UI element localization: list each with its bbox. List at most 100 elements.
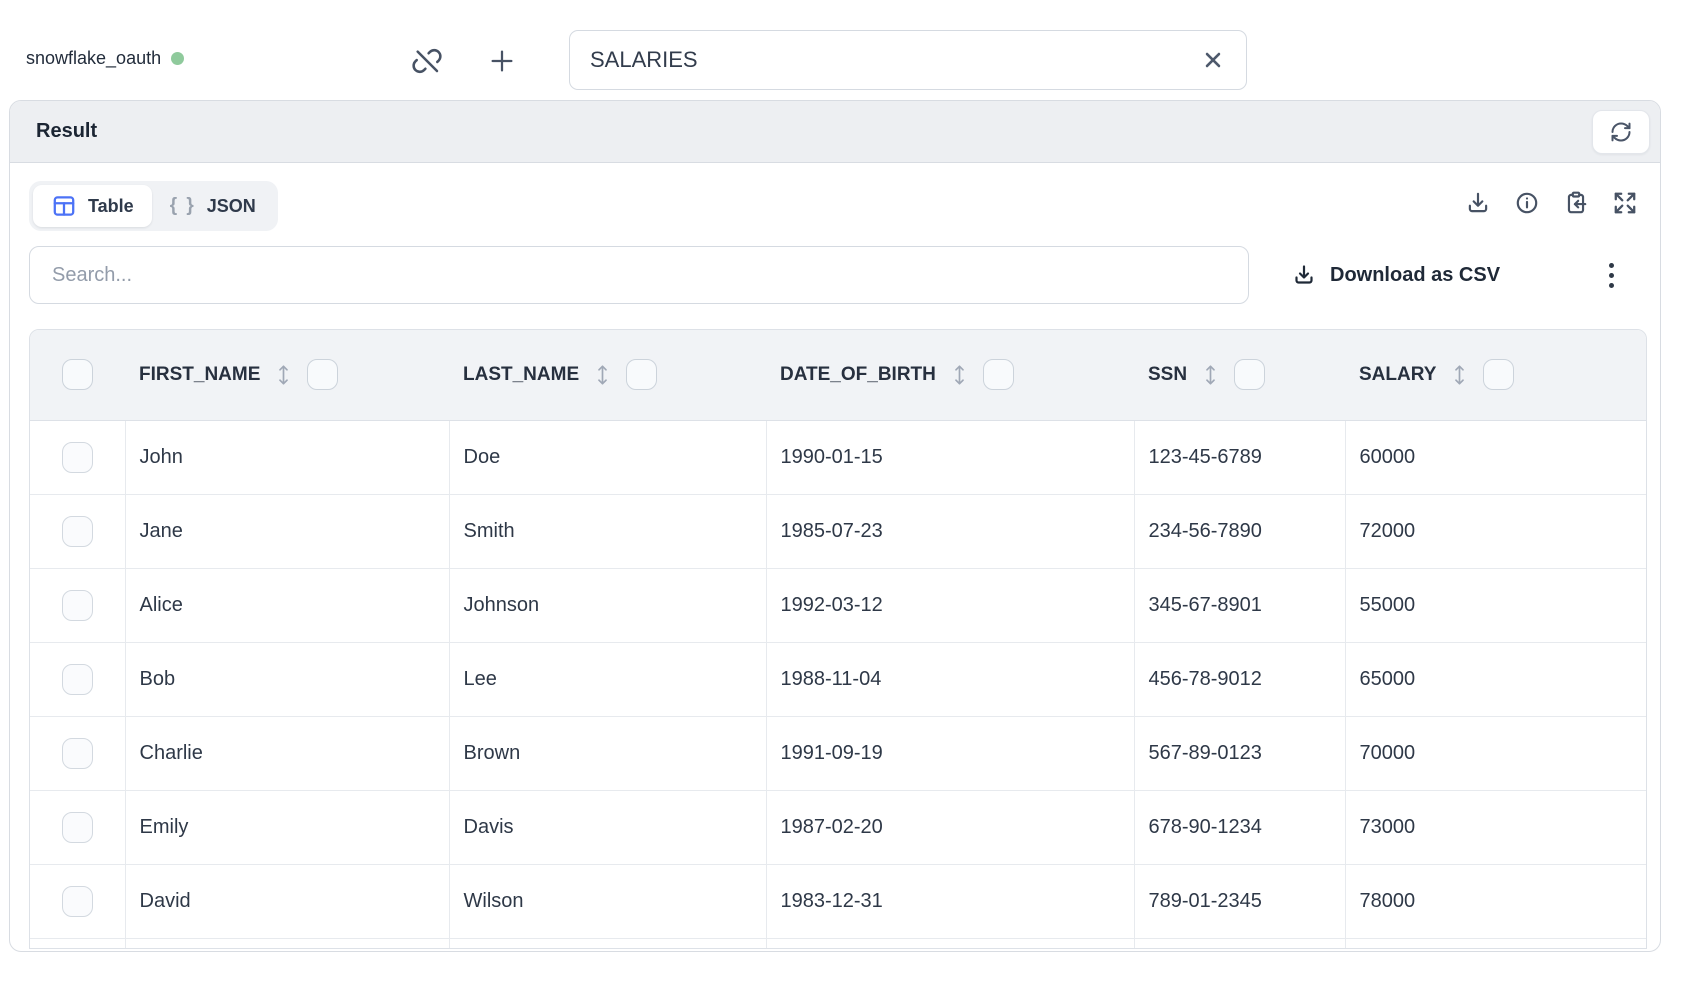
table-cell: 567-89-0123 xyxy=(1133,715,1345,790)
kebab-menu-icon xyxy=(1608,262,1614,288)
result-table-wrap: FIRST_NAME LAST_NAME DATE_OF_BIRTH xyxy=(29,329,1647,949)
table-cell: Bob xyxy=(124,641,449,716)
table-cell: 70000 xyxy=(1344,715,1646,790)
table-row: Charlie Brown 1991-09-19 567-89-0123 70000 xyxy=(30,715,1646,790)
tab-table[interactable]: Table xyxy=(33,185,152,227)
table-cell: Wilson xyxy=(448,863,766,938)
table-row: Jane Smith 1985-07-23 234-56-7890 72000 xyxy=(30,493,1646,568)
sort-icon[interactable] xyxy=(595,363,610,387)
column-checkbox[interactable] xyxy=(307,359,339,391)
unlink-icon xyxy=(412,48,442,74)
sort-icon[interactable] xyxy=(1452,363,1467,387)
download-icon xyxy=(1468,192,1488,213)
download-result-button[interactable] xyxy=(1465,190,1491,216)
unlink-button[interactable] xyxy=(407,41,447,81)
table-cell xyxy=(448,937,766,948)
row-checkbox[interactable] xyxy=(61,885,93,917)
row-checkbox[interactable] xyxy=(61,811,93,843)
row-select-cell xyxy=(30,789,125,864)
table-cell: Brown xyxy=(448,715,766,790)
table-cell: Jane xyxy=(124,493,449,568)
table-header-row: FIRST_NAME LAST_NAME DATE_OF_BIRTH xyxy=(30,330,1646,421)
row-select-cell xyxy=(30,567,125,642)
table-row: Emily Davis 1987-02-20 678-90-1234 73000 xyxy=(30,789,1646,864)
table-cell: 345-67-8901 xyxy=(1133,567,1345,642)
row-select-cell xyxy=(30,641,125,716)
connection-name: snowflake_oauth xyxy=(26,48,162,68)
table-name-field-wrap xyxy=(569,30,1247,90)
connection-label[interactable]: snowflake_oauth xyxy=(26,48,185,69)
sort-icon[interactable] xyxy=(952,363,967,387)
info-button[interactable] xyxy=(1514,190,1540,216)
info-icon xyxy=(1516,192,1538,214)
table-cell: 1985-07-23 xyxy=(765,493,1134,568)
sort-icon[interactable] xyxy=(1203,363,1218,387)
table-cell: Lee xyxy=(448,641,766,716)
expand-icon xyxy=(1614,192,1636,214)
table-row: David Wilson 1983-12-31 789-01-2345 78000 xyxy=(30,863,1646,938)
row-checkbox[interactable] xyxy=(61,663,93,695)
column-checkbox[interactable] xyxy=(982,359,1014,391)
column-header-cell: SALARY xyxy=(1345,330,1646,421)
table-cell: 78000 xyxy=(1344,863,1646,938)
download-icon xyxy=(1295,265,1313,284)
search-input[interactable] xyxy=(29,246,1249,304)
table-cell: 1992-03-12 xyxy=(765,567,1134,642)
table-cell: 73000 xyxy=(1344,789,1646,864)
column-header-cell: SSN xyxy=(1134,330,1345,421)
copy-to-clipboard-button[interactable] xyxy=(1563,190,1589,216)
table-cell: 60000 xyxy=(1344,420,1646,494)
table-grid-icon xyxy=(53,196,75,216)
table-row-partial xyxy=(30,937,1646,948)
table-cell: Alice xyxy=(124,567,449,642)
result-toolbar-icons xyxy=(1465,190,1638,216)
table-cell: 678-90-1234 xyxy=(1133,789,1345,864)
row-checkbox[interactable] xyxy=(61,589,93,621)
table-cell: 1983-12-31 xyxy=(765,863,1134,938)
table-cell: Emily xyxy=(124,789,449,864)
column-checkbox[interactable] xyxy=(1234,359,1266,391)
expand-fullscreen-button[interactable] xyxy=(1612,190,1638,216)
result-panel-header: Result xyxy=(10,101,1660,163)
table-cell xyxy=(1133,937,1345,948)
plus-icon xyxy=(491,50,513,72)
select-all-checkbox[interactable] xyxy=(62,359,93,391)
row-checkbox[interactable] xyxy=(61,515,93,547)
sort-icon[interactable] xyxy=(276,363,291,387)
table-cell: 789-01-2345 xyxy=(1133,863,1345,938)
add-tab-button[interactable] xyxy=(484,43,520,79)
refresh-button[interactable] xyxy=(1592,110,1650,154)
clipboard-paste-icon xyxy=(1567,191,1587,214)
tab-json[interactable]: { } JSON xyxy=(152,185,274,227)
table-cell xyxy=(765,937,1134,948)
table-cell: Davis xyxy=(448,789,766,864)
column-checkbox[interactable] xyxy=(626,359,658,391)
more-options-button[interactable] xyxy=(1588,253,1634,297)
table-cell: 72000 xyxy=(1344,493,1646,568)
top-bar: snowflake_oauth xyxy=(0,0,1682,100)
column-label: FIRST_NAME xyxy=(139,363,261,385)
row-select-cell xyxy=(30,863,125,938)
clear-x-icon xyxy=(1205,52,1221,68)
table-name-input[interactable] xyxy=(569,30,1247,90)
row-select-cell xyxy=(30,715,125,790)
table-row: Alice Johnson 1992-03-12 345-67-8901 55000 xyxy=(30,567,1646,642)
column-header-cell: DATE_OF_BIRTH xyxy=(766,330,1134,421)
download-csv-button[interactable]: Download as CSV xyxy=(1292,246,1500,304)
table-cell: 1991-09-19 xyxy=(765,715,1134,790)
row-checkbox[interactable] xyxy=(61,737,93,769)
column-checkbox[interactable] xyxy=(1483,359,1515,391)
refresh-icon xyxy=(1611,122,1631,142)
row-select-cell xyxy=(30,420,125,494)
clear-table-name-button[interactable] xyxy=(1197,44,1229,76)
tab-table-label: Table xyxy=(88,195,134,216)
column-label: SSN xyxy=(1148,363,1188,385)
row-select-cell xyxy=(30,493,125,568)
result-table: FIRST_NAME LAST_NAME DATE_OF_BIRTH xyxy=(30,330,1646,948)
row-checkbox[interactable] xyxy=(61,441,93,473)
connection-status-dot xyxy=(171,52,185,65)
table-cell: 456-78-9012 xyxy=(1133,641,1345,716)
table-cell: 1988-11-04 xyxy=(765,641,1134,716)
table-cell: 234-56-7890 xyxy=(1133,493,1345,568)
table-cell: Johnson xyxy=(448,567,766,642)
